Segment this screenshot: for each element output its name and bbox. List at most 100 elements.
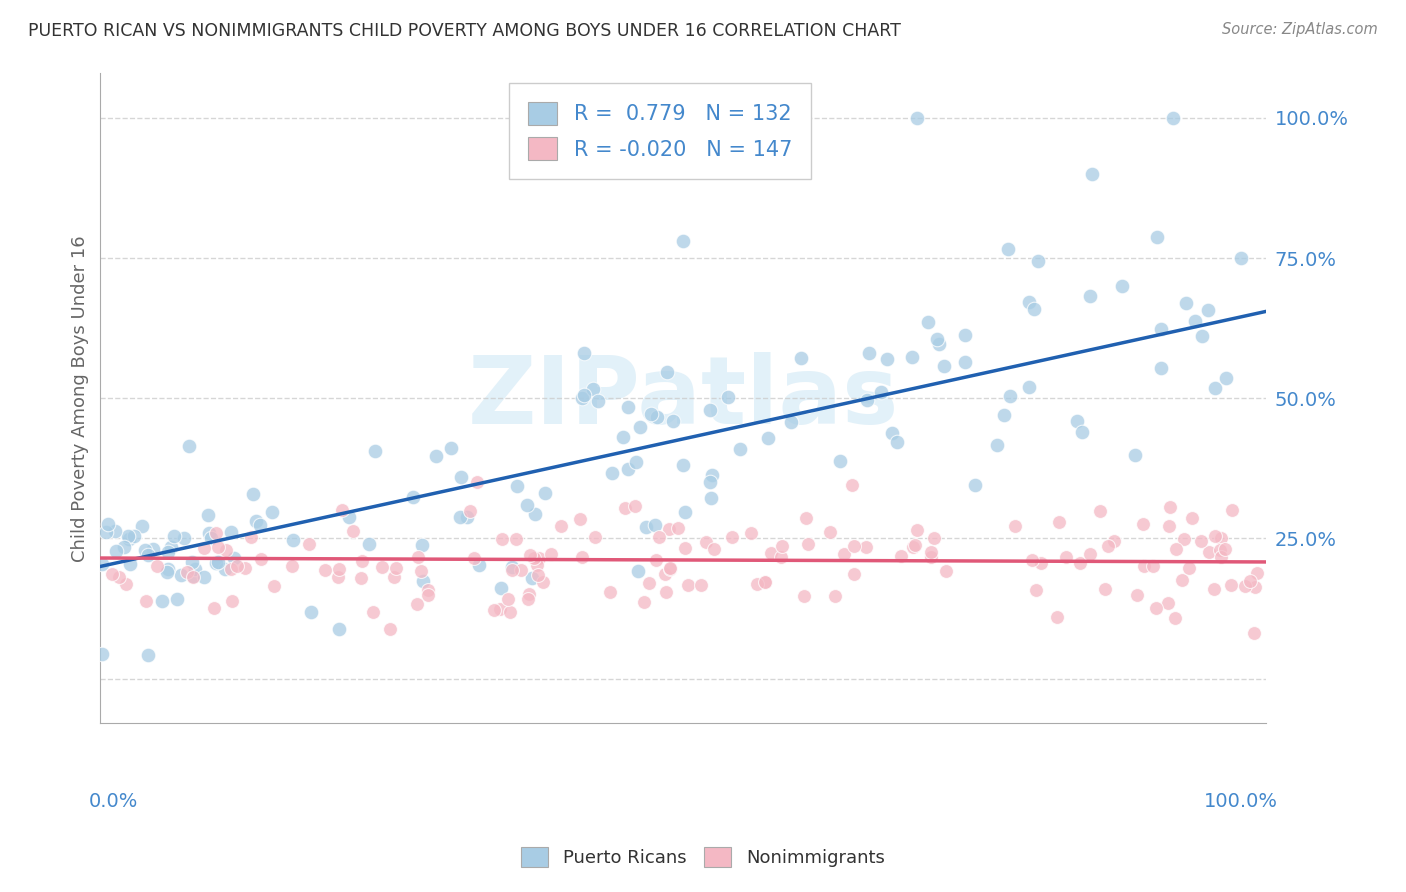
Point: [794, 510, 817, 524]
Point: [222, 550, 245, 565]
Point: [1047, 516, 1070, 530]
Point: [640, 408, 662, 422]
Point: [385, 561, 408, 575]
Point: [1191, 328, 1213, 343]
Point: [142, 541, 165, 556]
Point: [330, 503, 353, 517]
Point: [1146, 230, 1168, 244]
Point: [626, 564, 648, 578]
Point: [856, 392, 879, 407]
Point: [572, 345, 595, 359]
Point: [1181, 510, 1204, 524]
Point: [858, 345, 880, 359]
Point: [425, 450, 447, 464]
Point: [855, 541, 877, 555]
Point: [1144, 601, 1167, 615]
Y-axis label: Child Poverty Among Boys Under 16: Child Poverty Among Boys Under 16: [72, 235, 89, 562]
Point: [361, 606, 384, 620]
Point: [673, 541, 696, 555]
Point: [527, 568, 550, 582]
Point: [314, 563, 336, 577]
Point: [1209, 543, 1232, 558]
Point: [769, 550, 792, 565]
Point: [1123, 448, 1146, 462]
Point: [699, 475, 721, 489]
Text: 0.0%: 0.0%: [89, 792, 138, 811]
Point: [146, 558, 169, 573]
Point: [1156, 596, 1178, 610]
Point: [1097, 539, 1119, 553]
Point: [1046, 610, 1069, 624]
Point: [482, 603, 505, 617]
Point: [1021, 553, 1043, 567]
Point: [160, 540, 183, 554]
Point: [260, 505, 283, 519]
Point: [1164, 611, 1187, 625]
Point: [205, 555, 228, 569]
Point: [337, 510, 360, 524]
Point: [617, 461, 640, 475]
Point: [920, 544, 942, 558]
Point: [249, 552, 271, 566]
Text: Source: ZipAtlas.com: Source: ZipAtlas.com: [1222, 22, 1378, 37]
Point: [411, 538, 433, 552]
Point: [1209, 550, 1232, 565]
Point: [104, 524, 127, 538]
Point: [207, 540, 229, 554]
Point: [1161, 111, 1184, 125]
Point: [488, 602, 510, 616]
Point: [382, 570, 405, 584]
Point: [700, 467, 723, 482]
Point: [163, 529, 186, 543]
Point: [717, 390, 740, 404]
Point: [299, 605, 322, 619]
Point: [1066, 414, 1088, 428]
Point: [1189, 533, 1212, 548]
Point: [1094, 582, 1116, 596]
Point: [645, 553, 668, 567]
Point: [418, 588, 440, 602]
Point: [1080, 167, 1102, 181]
Point: [207, 555, 229, 569]
Point: [993, 408, 1015, 422]
Point: [925, 332, 948, 346]
Point: [922, 531, 945, 545]
Point: [747, 577, 769, 591]
Point: [523, 550, 546, 565]
Point: [342, 524, 364, 538]
Point: [501, 560, 523, 574]
Point: [824, 589, 846, 603]
Point: [986, 438, 1008, 452]
Point: [571, 391, 593, 405]
Point: [965, 477, 987, 491]
Point: [283, 533, 305, 547]
Point: [728, 442, 751, 457]
Point: [157, 545, 180, 559]
Point: [638, 576, 661, 591]
Point: [117, 529, 139, 543]
Point: [166, 592, 188, 607]
Point: [699, 403, 721, 417]
Point: [890, 549, 912, 563]
Point: [456, 510, 478, 524]
Point: [328, 570, 350, 584]
Point: [118, 558, 141, 572]
Point: [673, 505, 696, 519]
Point: [249, 518, 271, 533]
Point: [658, 522, 681, 536]
Point: [181, 570, 204, 584]
Point: [1018, 295, 1040, 310]
Point: [298, 537, 321, 551]
Point: [1111, 279, 1133, 293]
Legend: R =  0.779   N = 132, R = -0.020   N = 147: R = 0.779 N = 132, R = -0.020 N = 147: [509, 83, 811, 178]
Point: [97, 516, 120, 531]
Point: [616, 400, 638, 414]
Point: [600, 466, 623, 480]
Point: [905, 523, 928, 537]
Point: [1184, 314, 1206, 328]
Point: [150, 594, 173, 608]
Point: [572, 388, 595, 402]
Point: [357, 537, 380, 551]
Point: [104, 544, 127, 558]
Point: [1233, 579, 1256, 593]
